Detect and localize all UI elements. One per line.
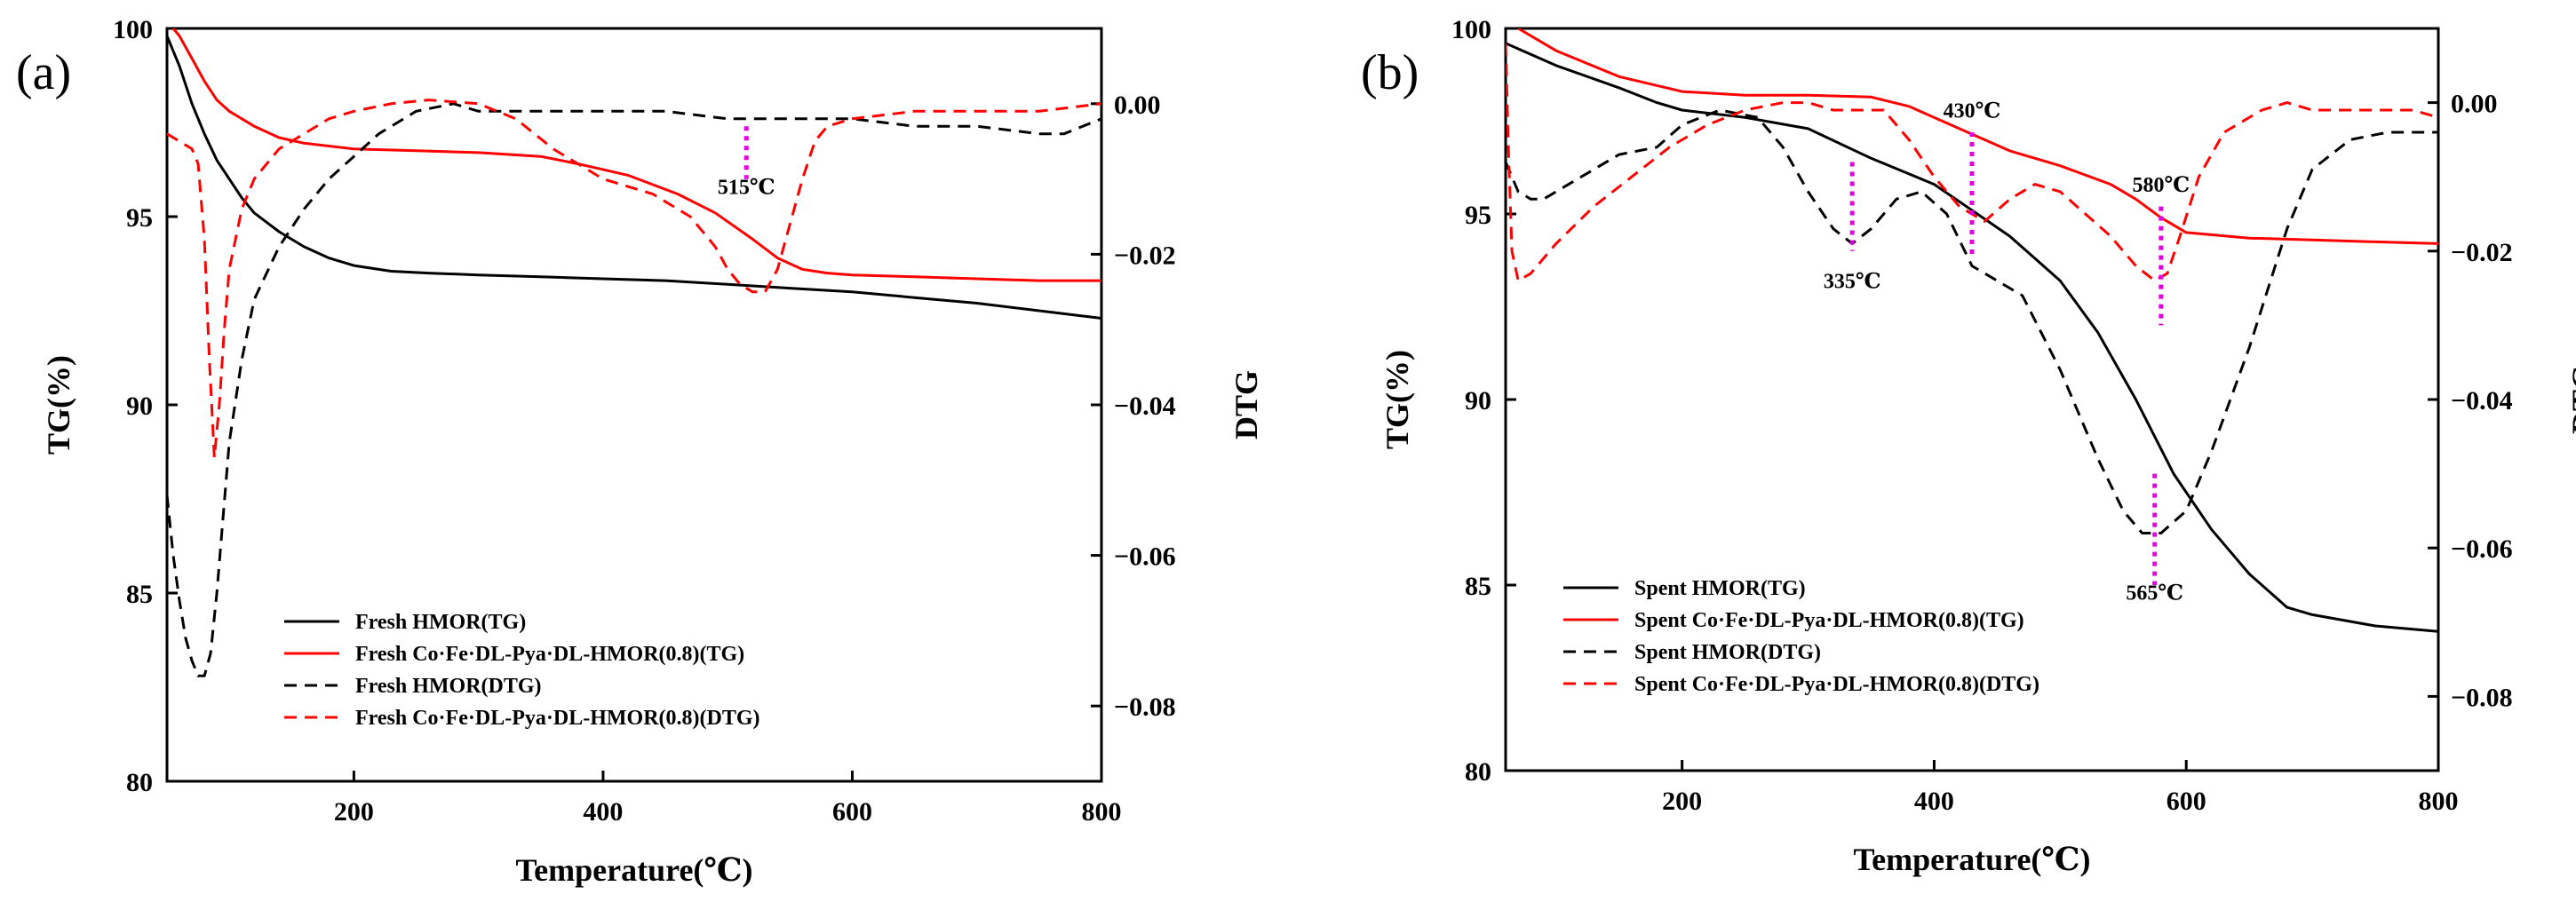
x-tick-label: 200 — [334, 797, 374, 827]
peak-label: 580℃ — [2132, 174, 2190, 197]
legend: Fresh HMOR(TG) Fresh Co·Fe·DL-Pya·DL-HMOR… — [284, 611, 760, 730]
legend-entry: Spent HMOR(DTG) — [1634, 641, 1821, 664]
y-axis-title: TG(%) — [1379, 350, 1415, 449]
panel-label: (b) — [1361, 45, 1419, 100]
y-tick-label: 90 — [126, 392, 153, 421]
y2-tick-label: −0.02 — [1114, 241, 1176, 270]
x-tick-label: 400 — [583, 797, 623, 827]
y2-tick-label: −0.06 — [1114, 542, 1176, 572]
y-tick-label: 90 — [1465, 386, 1491, 415]
y2-tick-label: −0.06 — [2451, 534, 2513, 564]
y2-tick-label: −0.04 — [1114, 392, 1176, 421]
y-tick-label: 100 — [113, 15, 153, 44]
legend-entry: Spent Co·Fe·DL-Pya·DL-HMOR(0.8)(TG) — [1634, 609, 2024, 632]
peak-label: 515℃ — [718, 177, 775, 200]
y-tick-label: 100 — [1451, 15, 1491, 44]
legend-entry: Fresh HMOR(DTG) — [355, 675, 542, 698]
y2-axis-title: DTG — [2565, 365, 2576, 434]
x-tick-label: 400 — [1914, 787, 1954, 816]
y-tick-label: 95 — [1465, 201, 1491, 230]
y-tick-label: 85 — [126, 580, 153, 609]
legend: Spent HMOR(TG) Spent Co·Fe·DL-Pya·DL-HMOR… — [1563, 577, 2039, 696]
x-axis-title: Temperature(℃) — [515, 852, 752, 888]
legend-entry: Fresh Co·Fe·DL-Pya·DL-HMOR(0.8)(DTG) — [355, 707, 760, 730]
panel-label: (a) — [16, 45, 71, 100]
series-line-1 — [167, 35, 1101, 320]
series-line-2 — [171, 28, 1101, 282]
plot-frame — [165, 27, 1103, 783]
x-tick-label: 200 — [1662, 787, 1702, 816]
x-tick-label: 600 — [832, 797, 872, 827]
peak-label: 335℃ — [1824, 271, 1881, 294]
x-tick-label: 800 — [2419, 787, 2459, 816]
series-line-2 — [1517, 28, 2438, 245]
peak-label: 565℃ — [2126, 582, 2183, 605]
y-tick-label: 85 — [1465, 572, 1491, 601]
peak-label: 430℃ — [1944, 99, 2001, 123]
legend-entry: Fresh Co·Fe·DL-Pya·DL-HMOR(0.8)(TG) — [355, 643, 744, 666]
y2-tick-label: 0.00 — [1114, 91, 1161, 120]
y-axis-title: TG(%) — [41, 355, 76, 455]
y2-tick-label: −0.08 — [2451, 683, 2513, 712]
x-axis-title: Temperature(℃) — [1853, 842, 2090, 877]
y-tick-label: 80 — [1465, 757, 1491, 787]
y2-tick-label: 0.00 — [2451, 90, 2498, 119]
legend-entry: Spent HMOR(TG) — [1634, 577, 1806, 600]
series-line-1 — [1506, 42, 2438, 633]
series-line-4 — [167, 99, 1101, 459]
panel-a: (a) 200 400 600 800 80 85 90 95 100 0.00 −0.02 −0.04… — [16, 15, 1264, 888]
legend-entry: Spent Co·Fe·DL-Pya·DL-HMOR(0.8)(DTG) — [1634, 673, 2039, 696]
series-line-4 — [1506, 43, 2438, 282]
y2-tick-label: −0.04 — [2451, 386, 2513, 415]
series-line-3 — [1506, 108, 2438, 534]
legend-entry: Fresh HMOR(TG) — [355, 611, 526, 634]
y2-axis-title: DTG — [1228, 370, 1264, 439]
y2-tick-label: −0.02 — [2451, 238, 2513, 267]
y-tick-label: 80 — [126, 768, 153, 797]
series-line-3 — [167, 102, 1101, 677]
panel-b: (b) 200 400 600 800 80 85 90 95 100 0.00 −0.02 −0.04… — [1361, 15, 2576, 877]
y-tick-label: 95 — [126, 203, 153, 233]
x-tick-label: 600 — [2167, 787, 2206, 816]
y2-tick-label: −0.08 — [1114, 692, 1176, 722]
x-tick-label: 800 — [1082, 797, 1122, 827]
